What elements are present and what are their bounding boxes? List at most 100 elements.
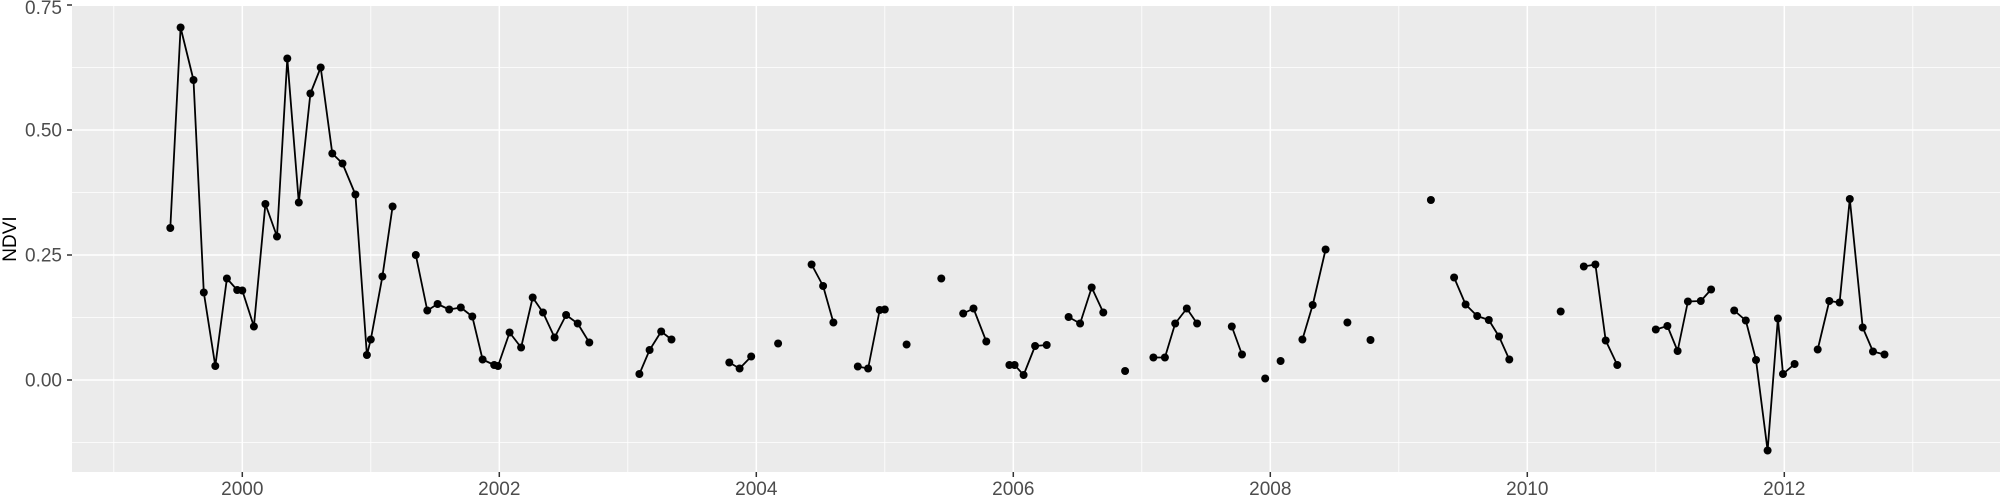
data-point	[166, 224, 175, 232]
y-axis-tick-label: 0.25	[25, 246, 62, 267]
data-point	[550, 333, 559, 342]
x-axis-tick-label: 2006	[992, 479, 1034, 500]
data-point	[1276, 357, 1285, 365]
data-point	[1613, 361, 1622, 369]
data-point	[316, 63, 325, 72]
data-point	[528, 293, 537, 302]
data-point	[1601, 336, 1610, 345]
x-axis-tick-label: 2012	[1763, 479, 1805, 500]
data-point	[366, 335, 375, 344]
data-point	[1087, 283, 1096, 292]
data-point	[517, 343, 526, 352]
data-point	[238, 286, 247, 295]
data-point	[1707, 285, 1716, 294]
data-point	[211, 362, 220, 370]
data-point	[1880, 350, 1889, 359]
series-segment	[169, 26, 394, 367]
data-point	[1696, 297, 1705, 305]
series-segment	[1230, 325, 1243, 356]
axis-tick-marks-layer	[67, 4, 1786, 477]
data-point	[1450, 273, 1459, 282]
data-point	[747, 352, 756, 361]
data-point	[1869, 347, 1877, 356]
data-point	[1505, 355, 1514, 364]
data-point	[667, 335, 676, 344]
series-segment	[1067, 286, 1105, 325]
data-point	[261, 200, 270, 208]
data-point	[585, 338, 594, 347]
minor-gridlines-layer	[72, 6, 2000, 472]
data-point	[774, 339, 783, 348]
data-point	[494, 362, 502, 370]
data-point	[1730, 306, 1739, 315]
data-point	[1484, 316, 1493, 324]
data-point	[880, 305, 889, 314]
data-point	[1160, 353, 1169, 362]
y-axis-tick-label: 0.00	[25, 371, 62, 392]
data-point	[1683, 297, 1692, 306]
data-point	[478, 355, 487, 364]
axis-tick-labels-layer: 2000 2002 2004 2006 2008 2010 2012 0.00 0.25 0.50…	[25, 0, 1805, 500]
x-axis-tick-label: 2004	[735, 479, 778, 500]
data-point	[1171, 319, 1180, 328]
y-axis-tick-label: 0.75	[25, 0, 62, 19]
data-point	[1308, 301, 1317, 309]
data-point	[1779, 370, 1787, 378]
data-point	[1121, 367, 1130, 375]
data-point	[199, 288, 208, 297]
data-point	[829, 318, 838, 327]
data-point	[1790, 360, 1799, 368]
series-segment	[638, 330, 673, 375]
data-point	[1673, 347, 1682, 355]
data-point	[1298, 335, 1307, 344]
data-point	[1193, 319, 1202, 328]
data-point	[1591, 260, 1600, 269]
data-point	[1343, 318, 1352, 327]
data-point	[959, 309, 968, 318]
data-point	[819, 282, 828, 290]
y-axis-title: NDVI	[0, 216, 21, 261]
data-point	[283, 54, 292, 63]
data-point	[505, 328, 514, 337]
data-point	[657, 327, 666, 336]
panel-background	[72, 6, 2000, 472]
x-axis-tick-label: 2008	[1249, 479, 1291, 500]
data-point	[1579, 262, 1588, 271]
data-point	[456, 303, 465, 312]
data-point	[1238, 350, 1246, 359]
major-gridlines-layer	[72, 6, 2000, 472]
data-point	[635, 370, 644, 378]
data-point	[423, 306, 432, 315]
data-point	[1741, 316, 1750, 325]
data-point	[1858, 323, 1867, 332]
data-point	[735, 364, 744, 373]
data-point	[864, 364, 873, 373]
series-layer	[166, 23, 1889, 455]
data-point	[1227, 322, 1236, 331]
data-point	[411, 251, 420, 259]
data-point	[1825, 297, 1834, 305]
data-point	[1752, 356, 1760, 364]
data-point	[1763, 446, 1772, 455]
x-axis-tick-label: 2010	[1506, 479, 1548, 500]
data-point	[468, 312, 477, 321]
data-point	[176, 23, 185, 32]
data-point	[1321, 245, 1330, 254]
data-point	[328, 149, 337, 158]
data-point	[1010, 361, 1019, 369]
data-point	[1773, 314, 1782, 323]
data-point	[562, 311, 571, 319]
data-point	[189, 76, 198, 84]
data-point	[1461, 300, 1470, 309]
data-point	[351, 190, 360, 199]
data-point	[645, 346, 654, 354]
data-point	[1031, 342, 1040, 350]
data-point	[1149, 353, 1158, 362]
data-point	[1042, 341, 1051, 349]
series-segment	[1582, 263, 1619, 366]
data-point	[1473, 312, 1482, 320]
data-point	[969, 304, 978, 313]
data-point	[1064, 313, 1073, 321]
